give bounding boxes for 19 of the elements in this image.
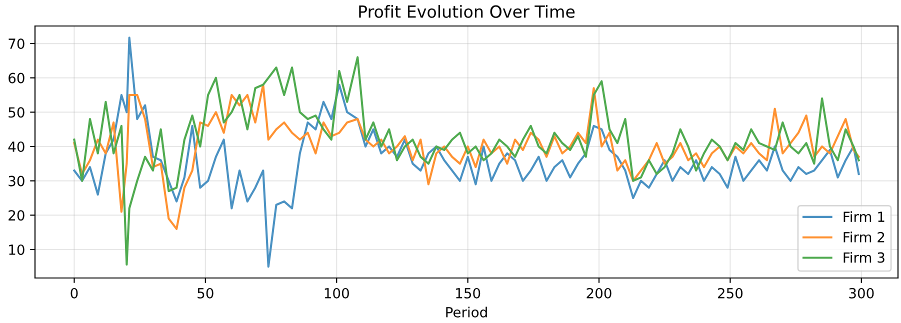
legend-label: Firm 3 (844, 252, 884, 263)
x-tick-label: 50 (198, 288, 214, 298)
y-tick-label: 60 (8, 72, 24, 84)
y-tick-label: 40 (8, 141, 24, 152)
y-tick-label: 20 (8, 210, 24, 221)
y-tick-label: 10 (9, 244, 24, 255)
x-tick-label: 100 (324, 288, 349, 298)
y-tick-label: 30 (8, 176, 24, 186)
x-tick-label: 200 (586, 288, 612, 298)
chart-title: Profit Evolution Over Time (359, 5, 575, 18)
legend-label: Firm 1 (844, 211, 884, 222)
x-tick-label: 150 (456, 288, 480, 298)
legend-label: Firm 2 (844, 232, 884, 242)
x-axis-title: Period (446, 306, 487, 318)
x-tick-label: 0 (70, 288, 78, 298)
x-tick-label: 250 (718, 288, 743, 298)
x-tick-label: 300 (849, 288, 874, 298)
y-tick-label: 50 (8, 107, 24, 118)
y-tick-label: 70 (8, 38, 24, 49)
